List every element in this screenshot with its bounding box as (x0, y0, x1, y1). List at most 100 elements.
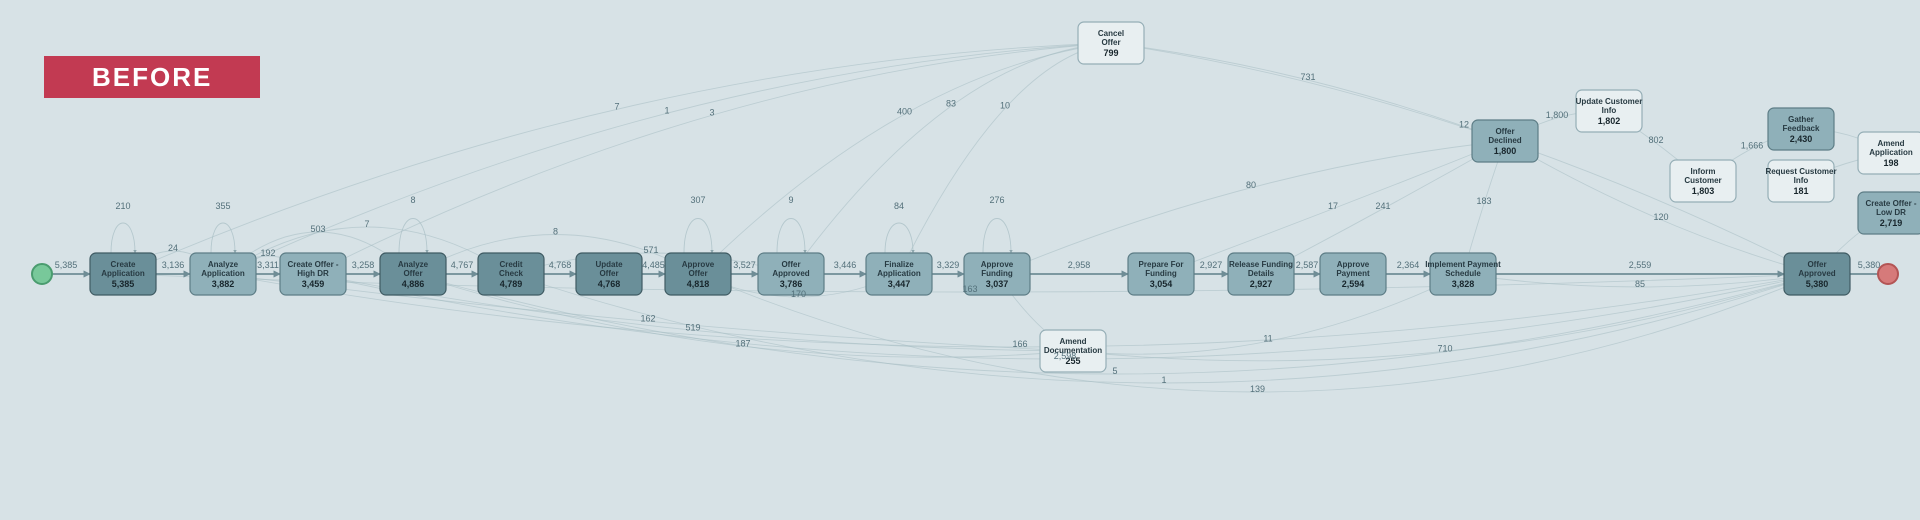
edge-label: 5,380 (1858, 260, 1881, 270)
self-loop-create_app (111, 223, 135, 253)
self-loop-analyze_offer (399, 219, 427, 254)
before-badge: BEFORE (44, 56, 260, 98)
edge-cancel_offer-offer_declined (1111, 43, 1505, 141)
node-value: 3,882 (212, 279, 235, 289)
edge-analyze_app-cancel_offer (223, 43, 1111, 274)
edge-label: 163 (962, 284, 977, 294)
node-approve_offer[interactable]: ApproveOffer4,818 (665, 253, 731, 295)
edge-label: 2,958 (1068, 260, 1091, 270)
node-label: Create Offer - (1865, 199, 1916, 208)
node-create_offer_low[interactable]: Create Offer -Low DR2,719 (1858, 192, 1920, 234)
node-label: Analyze (208, 260, 239, 269)
node-analyze_app[interactable]: AnalyzeApplication3,882 (190, 253, 256, 295)
node-cancel_offer[interactable]: CancelOffer799 (1078, 22, 1144, 64)
edge-label: 355 (215, 201, 230, 211)
node-value: 799 (1103, 48, 1118, 58)
node-label: Amend (1877, 139, 1904, 148)
edge-label: 519 (685, 322, 700, 332)
node-label: Offer (403, 269, 422, 278)
edge-label: 241 (1375, 201, 1390, 211)
node-value: 3,828 (1452, 279, 1475, 289)
node-release_funding[interactable]: Release FundingDetails2,927 (1228, 253, 1294, 295)
edge-label: 1,666 (1741, 141, 1764, 151)
edge-label: 8 (553, 227, 558, 237)
edge-label: 24 (168, 243, 178, 253)
self-loop-approve_offer (684, 219, 712, 254)
edge-finalize_app-cancel_offer (899, 43, 1111, 274)
node-label: Request Customer (1765, 167, 1836, 176)
node-create_app[interactable]: CreateApplication5,385 (90, 253, 156, 295)
node-gather_feedback[interactable]: GatherFeedback2,430 (1768, 108, 1834, 150)
node-amend_app[interactable]: AmendApplication198 (1858, 132, 1920, 174)
node-label: Schedule (1445, 269, 1481, 278)
edge-label: 9 (788, 195, 793, 205)
edge-label: 192 (260, 248, 275, 258)
edge-label: 3,527 (733, 260, 756, 270)
node-analyze_offer[interactable]: AnalyzeOffer4,886 (380, 253, 446, 295)
node-credit_check[interactable]: CreditCheck4,789 (478, 253, 544, 295)
edge-label: 2,364 (1397, 260, 1420, 270)
node-label: High DR (297, 269, 329, 278)
node-inform_cust[interactable]: InformCustomer1,803 (1670, 160, 1736, 202)
node-value: 4,789 (500, 279, 523, 289)
node-value: 2,430 (1790, 134, 1813, 144)
node-update_offer[interactable]: UpdateOffer4,768 (576, 253, 642, 295)
node-value: 1,800 (1494, 146, 1517, 156)
nodes-layer: CreateApplication5,385AnalyzeApplication… (32, 22, 1920, 372)
edge-label: 276 (989, 195, 1004, 205)
node-label: Inform (1691, 167, 1716, 176)
node-label: Application (1869, 148, 1913, 157)
node-label: Check (499, 269, 524, 278)
node-label: Create (111, 260, 136, 269)
node-value: 181 (1793, 186, 1808, 196)
node-value: 3,447 (888, 279, 911, 289)
node-label: Payment (1336, 269, 1370, 278)
node-label: Finalize (884, 260, 914, 269)
node-label: Update Customer (1576, 97, 1643, 106)
node-create_offer_high[interactable]: Create Offer -High DR3,459 (280, 253, 346, 295)
edge-label: 3,311 (257, 260, 279, 270)
node-label: Gather (1788, 115, 1814, 124)
node-label: Application (877, 269, 921, 278)
edge-label: 3,258 (352, 260, 375, 270)
node-value: 1,803 (1692, 186, 1715, 196)
node-value: 5,385 (112, 279, 135, 289)
node-offer_approved2[interactable]: OfferApproved5,380 (1784, 253, 1850, 295)
edge-label: 307 (690, 195, 705, 205)
edge-label: 162 (640, 313, 655, 323)
node-label: Approved (772, 269, 809, 278)
node-label: Info (1602, 106, 1617, 115)
node-prepare_funding[interactable]: Prepare ForFunding3,054 (1128, 253, 1194, 295)
node-value: 4,768 (598, 279, 621, 289)
edge-label: 3,136 (162, 260, 185, 270)
edge-label: 7 (364, 219, 369, 229)
node-offer_declined[interactable]: OfferDeclined1,800 (1472, 120, 1538, 162)
node-label: Update (595, 260, 623, 269)
node-label: Offer (1807, 260, 1826, 269)
edge-label: 120 (1653, 212, 1668, 222)
node-value: 3,037 (986, 279, 1009, 289)
node-label: Approve (981, 260, 1014, 269)
node-value: 5,380 (1806, 279, 1829, 289)
edge-label: 3,446 (834, 260, 857, 270)
node-label: Analyze (398, 260, 429, 269)
node-request_cust[interactable]: Request CustomerInfo181 (1765, 160, 1836, 202)
edge-label: 210 (115, 201, 130, 211)
node-value: 2,594 (1342, 279, 1365, 289)
edge-label: 2,927 (1200, 260, 1223, 270)
edge-label: 85 (1635, 279, 1645, 289)
node-finalize_app[interactable]: FinalizeApplication3,447 (866, 253, 932, 295)
process-svg: CreateApplication5,385AnalyzeApplication… (0, 0, 1920, 520)
edge-label: 2,559 (1629, 260, 1652, 270)
node-label: Funding (1145, 269, 1177, 278)
node-approve_payment[interactable]: ApprovePayment2,594 (1320, 253, 1386, 295)
edge-label: 12 (1459, 119, 1469, 129)
node-label: Info (1794, 176, 1809, 185)
node-label: Implement Payment (1425, 260, 1501, 269)
node-impl_pay_sched[interactable]: Implement PaymentSchedule3,828 (1425, 253, 1501, 295)
node-value: 4,886 (402, 279, 425, 289)
node-label: Approve (1337, 260, 1370, 269)
node-update_cust[interactable]: Update CustomerInfo1,802 (1576, 90, 1643, 132)
edge-label: 1 (664, 105, 669, 115)
edge-create_app-cancel_offer (123, 43, 1111, 274)
